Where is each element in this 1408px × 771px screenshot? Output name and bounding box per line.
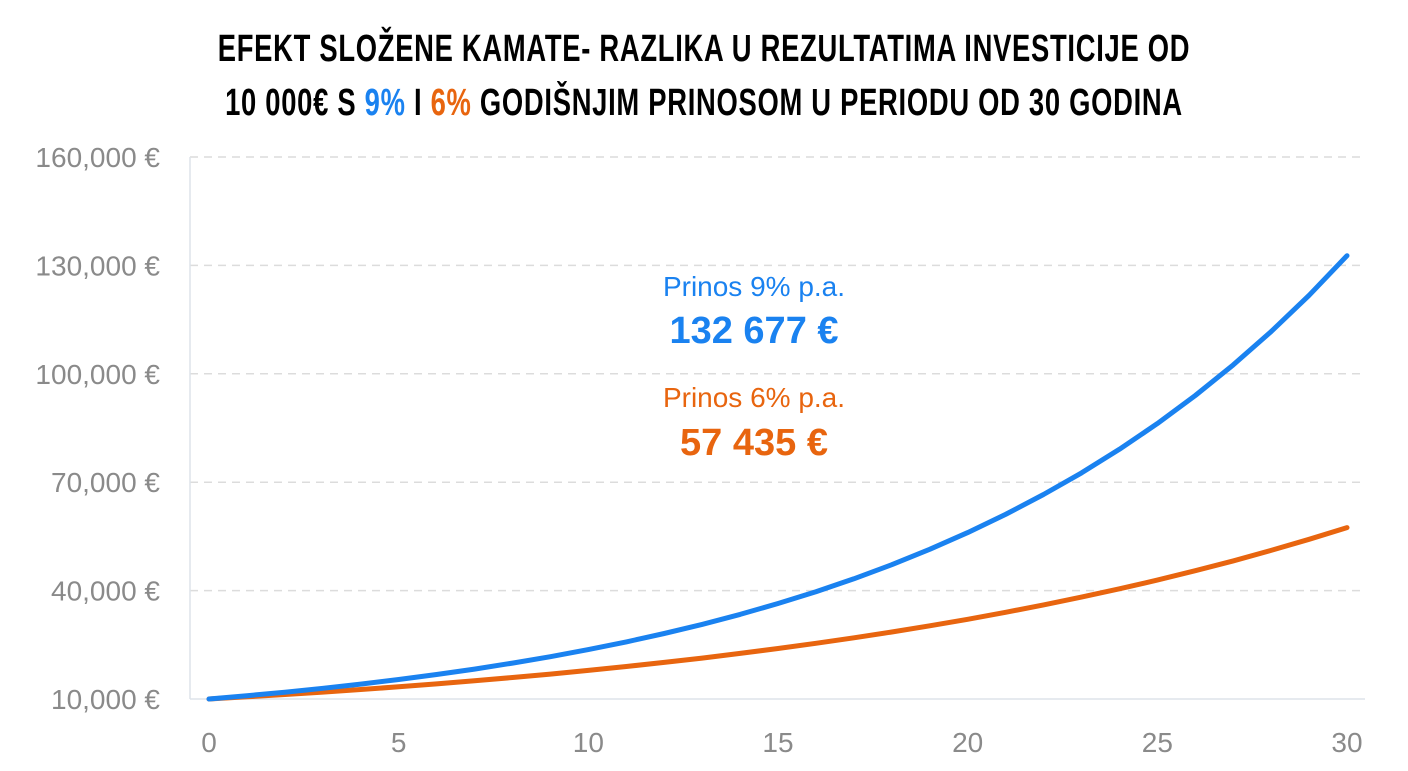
- x-tick-label: 5: [391, 727, 407, 758]
- x-tick-label: 15: [762, 727, 793, 758]
- annotation-value-9pct: 132 677 €: [669, 310, 838, 352]
- y-tick-label: 160,000 €: [35, 142, 160, 173]
- title-suffix: GODIŠNJIM PRINOSOM U PERIODU OD 30 GODIN…: [471, 82, 1183, 124]
- x-tick-label: 0: [201, 727, 217, 758]
- annotation-value-6pct: 57 435 €: [680, 422, 828, 464]
- y-tick-label: 100,000 €: [35, 359, 160, 390]
- series-line-9pct: [206, 253, 1350, 702]
- x-tick-label: 25: [1142, 727, 1173, 758]
- title-rate-6: 6%: [430, 82, 472, 124]
- annotation-label-9pct: Prinos 9% p.a.: [663, 271, 845, 302]
- title-mid: I: [405, 82, 431, 124]
- x-tick-label: 20: [952, 727, 983, 758]
- annotation-label-6pct: Prinos 6% p.a.: [663, 382, 845, 413]
- chart-title-line-2: 10 000€ S 9% I 6% GODIŠNJIM PRINOSOM U P…: [197, 82, 1211, 125]
- title-rate-9: 9%: [364, 82, 406, 124]
- y-tick-label: 40,000 €: [51, 576, 160, 607]
- y-tick-label: 10,000 €: [51, 684, 160, 715]
- x-tick-label: 10: [573, 727, 604, 758]
- y-tick-label: 130,000 €: [35, 250, 160, 281]
- chart-title-line-1: EFEKT SLOŽENE KAMATE- RAZLIKA U REZULTAT…: [217, 28, 1191, 70]
- title-prefix: 10 000€ S: [225, 82, 365, 124]
- series-line-6pct: [206, 525, 1350, 702]
- y-tick-label: 70,000 €: [51, 467, 160, 498]
- x-tick-label: 30: [1331, 727, 1362, 758]
